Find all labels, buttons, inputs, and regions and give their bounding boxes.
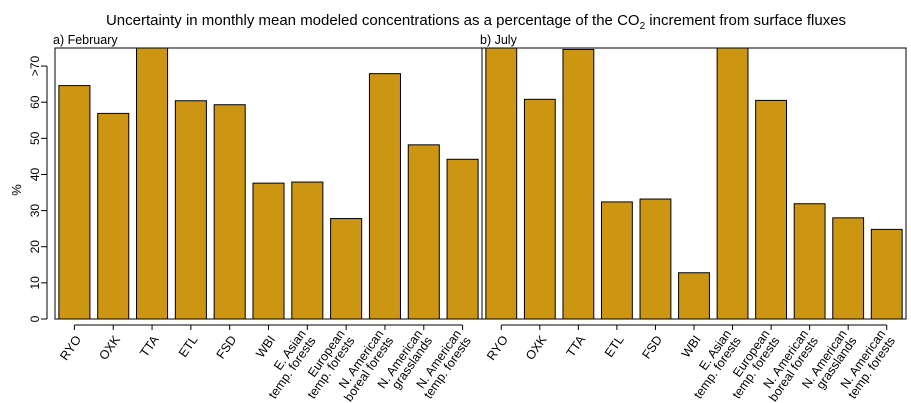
bar [678,272,710,320]
x-tick-label-line: OXK [96,332,123,362]
x-tick-label-text: ETL [176,333,201,360]
bar [716,47,749,320]
x-tick-label: TTA [564,332,589,359]
x-tick-label-text: WBI [253,333,278,360]
x-tick-label-text: FSD [214,333,240,362]
bar [136,47,169,320]
x-tick-label-line: ETL [176,333,201,360]
y-tick-label: >70 [28,56,42,77]
x-tick-label-text: OXK [523,332,550,362]
y-tick-label: 50 [28,131,42,145]
y-tick-label: 20 [28,240,42,254]
bar [213,104,246,320]
bar [407,144,440,320]
x-tick-label-line: TTA [564,332,589,359]
chart-title: Uncertainty in monthly mean modeled conc… [106,12,846,32]
bar [793,203,826,320]
x-tick-label: WBI [253,333,278,360]
bar [832,217,865,320]
y-axis-label: % [9,184,24,196]
panel-label: a) February [53,33,118,47]
x-tick-label: ETL [602,333,627,360]
bar [97,112,130,320]
x-tick-label-line: WBI [253,333,278,360]
x-tick-label: RYO [484,333,511,363]
x-tick-label-text: OXK [96,332,123,362]
x-tick-label-line: ETL [602,333,627,360]
x-tick-label-line: FSD [214,333,240,362]
x-tick-label: WBI [679,333,704,360]
x-tick-label: FSD [214,333,240,362]
x-tick-label-text: FSD [639,333,665,362]
x-tick-label-text: ETL [602,333,627,360]
x-tick-label: OXK [523,332,550,362]
x-tick-label-text: TTA [564,332,589,359]
bar [291,181,324,320]
y-tick-label: 40 [28,167,42,181]
x-tick-label: RYO [57,333,84,363]
chart-title-tail: increment from surface fluxes [645,12,846,29]
x-tick-label-text: RYO [484,333,511,363]
y-tick-label: 0 [28,315,42,322]
x-tick-label-text: WBI [679,333,704,360]
bar [368,73,401,320]
bar [870,228,903,320]
bar [523,98,556,320]
y-tick-label: 30 [28,204,42,218]
x-tick-label-text: RYO [57,333,84,363]
panels-layer: 0 10 20 30 40 50 60 >70 a) February RYO OXK TTA ETL F… [28,33,907,403]
bar [755,99,788,320]
bar [330,218,363,320]
bar [174,100,207,320]
y-tick-label: 60 [28,95,42,109]
x-tick-label-text: TTA [137,332,162,359]
bar [252,182,285,320]
bar [639,198,672,320]
chart-title-main: Uncertainty in monthly mean modeled conc… [106,12,640,29]
bar [600,201,633,320]
bar [446,158,479,320]
y-tick-label: 10 [28,276,42,290]
x-tick-label-line: FSD [639,333,665,362]
x-tick-label-line: TTA [137,332,162,359]
x-tick-label: TTA [137,332,162,359]
x-tick-label: ETL [176,333,201,360]
x-tick-label: OXK [96,332,123,362]
bar [58,85,91,320]
x-tick-label-line: WBI [679,333,704,360]
chart-title-subscript: 2 [640,21,646,32]
x-tick-label-line: OXK [523,332,550,362]
panel-label: b) July [480,33,518,47]
bar [485,47,518,320]
x-tick-label-line: RYO [57,333,84,363]
bar [562,48,595,320]
x-tick-label: FSD [639,333,665,362]
x-tick-label-line: RYO [484,333,511,363]
